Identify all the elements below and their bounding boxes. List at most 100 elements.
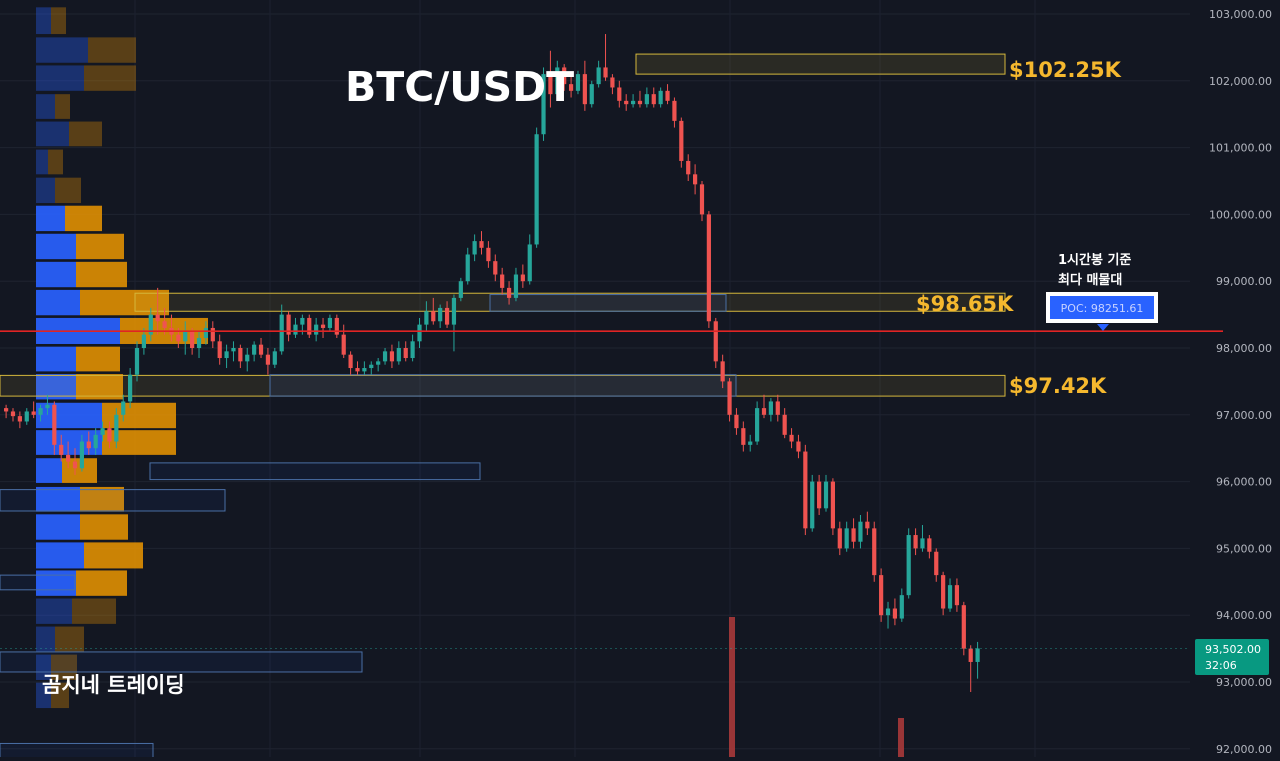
candle-117 xyxy=(810,474,815,532)
candle-123 xyxy=(851,518,856,549)
zone-box-3 xyxy=(489,294,727,312)
candle-body-103 xyxy=(713,321,718,362)
candle-22 xyxy=(155,287,160,335)
candle-141 xyxy=(975,641,980,679)
candle-137 xyxy=(947,578,953,612)
candle-114 xyxy=(789,428,794,449)
price-tick-5: 98,000.00 xyxy=(1216,342,1272,355)
candle-49 xyxy=(341,324,346,359)
poc-caption-line1: 1시간봉 기준 xyxy=(1058,252,1131,268)
candle-body-59 xyxy=(410,341,415,359)
candle-105 xyxy=(727,378,732,422)
candle-85 xyxy=(589,80,594,108)
candle-body-12 xyxy=(86,441,91,449)
candle-91 xyxy=(630,94,636,108)
candle-20 xyxy=(141,327,146,355)
candle-body-30 xyxy=(210,327,215,342)
vp-sell-15 xyxy=(102,430,176,455)
candle-body-83 xyxy=(575,74,581,91)
zone-box-9 xyxy=(0,742,154,761)
price-tick-8: 95,000.00 xyxy=(1216,542,1272,555)
candle-50 xyxy=(348,351,353,375)
vp-buy-2 xyxy=(36,65,84,91)
candle-body-80 xyxy=(555,67,560,95)
candle-body-89 xyxy=(617,87,622,101)
candle-132 xyxy=(913,528,918,556)
poc-label: POC: 98251.61 xyxy=(1061,302,1144,315)
candle-body-31 xyxy=(217,341,222,359)
candle-body-35 xyxy=(245,354,250,362)
candle-45 xyxy=(314,317,319,342)
vp-sell-9 xyxy=(76,261,127,288)
zone-box-5 xyxy=(149,462,481,481)
candle-body-112 xyxy=(775,401,780,415)
candle-body-6 xyxy=(45,404,50,409)
candle-89 xyxy=(617,80,622,108)
candle-14 xyxy=(100,421,105,442)
vp-buy-22 xyxy=(36,626,55,652)
candle-121 xyxy=(837,521,842,556)
candle-39 xyxy=(272,348,277,369)
candle-body-86 xyxy=(596,67,601,85)
candle-87 xyxy=(603,34,608,81)
candle-23 xyxy=(162,307,167,335)
vp-buy-12 xyxy=(36,346,76,372)
candle-body-70 xyxy=(486,247,491,262)
candle-58 xyxy=(403,341,408,362)
candle-36 xyxy=(252,341,257,362)
candle-body-134 xyxy=(927,538,932,552)
candle-body-21 xyxy=(148,314,153,335)
candle-41 xyxy=(286,311,291,342)
candle-body-87 xyxy=(603,67,608,78)
candle-body-100 xyxy=(693,174,698,185)
candle-34 xyxy=(238,344,243,369)
candle-body-127 xyxy=(879,575,884,616)
candle-body-32 xyxy=(224,351,229,359)
volume-bar-0 xyxy=(729,617,735,757)
price-tick-0: 103,000.00 xyxy=(1209,8,1272,21)
support-resistance-zones xyxy=(0,53,1006,761)
candle-body-5 xyxy=(38,408,43,415)
candle-118 xyxy=(817,474,822,515)
candle-75 xyxy=(520,264,525,288)
level-labels: $102.25K $98.65K $97.42K xyxy=(916,58,1122,398)
vp-sell-24 xyxy=(51,682,69,709)
candle-body-15 xyxy=(107,428,112,442)
candle-body-102 xyxy=(706,214,711,322)
candle-body-61 xyxy=(424,311,429,325)
candle-93 xyxy=(644,87,649,108)
vp-buy-8 xyxy=(36,233,76,260)
candle-body-55 xyxy=(382,351,388,362)
vp-buy-13 xyxy=(36,374,76,400)
vp-sell-6 xyxy=(55,177,81,204)
candle-body-109 xyxy=(755,408,760,442)
vp-sell-16 xyxy=(62,458,97,483)
candle-body-128 xyxy=(885,608,891,616)
candle-100 xyxy=(693,164,698,195)
candle-body-16 xyxy=(114,414,119,442)
candle-body-113 xyxy=(782,414,787,435)
candle-55 xyxy=(382,348,388,365)
candle-body-72 xyxy=(500,274,505,288)
candle-94 xyxy=(651,87,656,108)
vp-sell-7 xyxy=(65,205,102,232)
candle-52 xyxy=(362,361,367,375)
candle-111 xyxy=(768,398,773,422)
candle-104 xyxy=(720,354,725,389)
candle-body-82 xyxy=(568,84,574,91)
candle-body-136 xyxy=(941,575,946,609)
candle-11 xyxy=(79,434,84,472)
candle-body-64 xyxy=(444,307,450,325)
vp-buy-9 xyxy=(36,261,76,288)
candle-body-37 xyxy=(258,344,264,355)
vp-buy-3 xyxy=(36,94,55,119)
candle-body-130 xyxy=(899,595,904,619)
vp-sell-19 xyxy=(84,542,143,569)
candle-3 xyxy=(24,408,29,425)
candle-body-40 xyxy=(279,314,284,352)
vp-sell-8 xyxy=(76,233,124,260)
candle-96 xyxy=(665,84,670,105)
candle-body-105 xyxy=(727,381,732,415)
